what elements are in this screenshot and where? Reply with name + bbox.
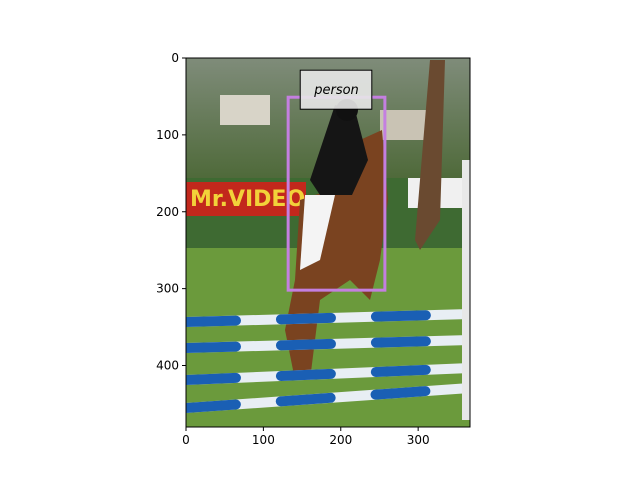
x-tick-label: 0 <box>182 433 190 447</box>
y-tick-label: 300 <box>156 282 179 296</box>
box-label-background <box>299 69 373 110</box>
y-tick-label: 200 <box>156 205 179 219</box>
box-label-text: person <box>313 83 359 98</box>
box-label: person <box>299 69 373 110</box>
y-tick-label: 0 <box>171 51 179 65</box>
x-tick-label: 100 <box>252 433 275 447</box>
x-tick-label: 300 <box>407 433 430 447</box>
x-tick-label: 200 <box>329 433 352 447</box>
y-tick-label: 100 <box>156 128 179 142</box>
axes-frame <box>185 57 471 428</box>
y-tick-label: 400 <box>156 359 179 373</box>
svg-text:Mr.VIDEO: Mr.VIDEO <box>190 187 305 212</box>
photo: Mr.VIDEO <box>186 58 470 427</box>
